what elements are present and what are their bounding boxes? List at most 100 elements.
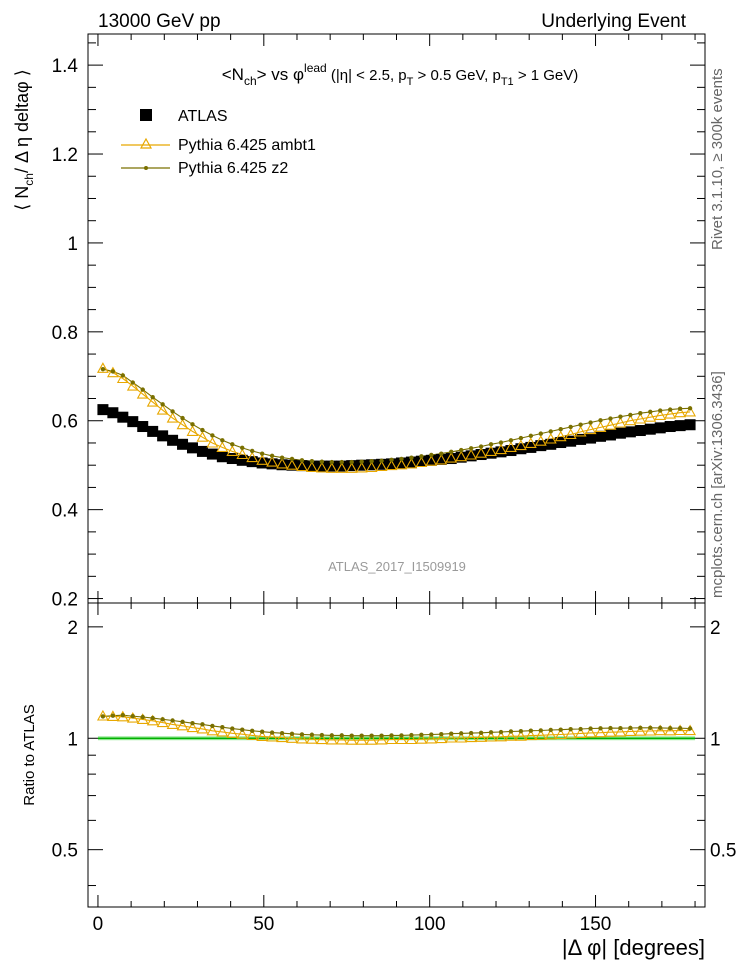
z2-point [419,454,424,459]
z2-point [498,440,504,445]
z2-point [319,459,325,464]
atlas-point [555,437,567,449]
z2-point [588,420,593,425]
ambt1-ratio-point [315,733,328,745]
ambt1-point [186,425,199,436]
ambt1-point [495,443,507,455]
main-y-axis-label: ⟨ Nch/ Δ η deltaφ ⟩ [12,69,36,211]
ambt1-ratio-point [136,713,149,724]
atlas-point [654,422,666,434]
z2-point [508,438,514,443]
ambt1-point [176,418,189,430]
z2-point [210,433,215,438]
atlas-point [545,438,557,450]
atlas-point [286,459,298,471]
atlas-point [614,427,626,439]
ambt1-ratio-point [475,731,488,742]
ratio-panel-frame [87,602,706,908]
ratio-line-ambt1 [102,715,691,741]
ambt1-point [445,451,458,463]
ambt1-point [196,431,209,442]
x-tick-label: 0 [93,914,104,935]
z2-point [299,458,305,463]
z2-point [687,406,693,411]
y-tick-label-ratio: 1 [67,729,78,750]
z2-ratio-point [339,733,344,738]
ambt1-ratio-point [485,730,497,742]
z2-point [399,456,404,462]
atlas-point [236,454,248,466]
ambt1-ratio-point [534,729,547,740]
z2-point [667,407,673,412]
ambt1-point [614,416,627,428]
atlas-point [664,421,676,433]
atlas-point [435,453,447,465]
ambt1-ratio-point [495,730,507,742]
atlas-point [386,458,398,470]
ambt1-ratio-point [664,724,677,736]
z2-ratio-point [528,728,534,733]
atlas-point [356,459,368,471]
ambt1-ratio-point [286,732,298,743]
z2-ratio-point [289,731,295,737]
z2-point [638,410,643,416]
ambt1-ratio-point [156,716,169,728]
z2-ratio-point [458,731,464,736]
ambt1-point [634,412,647,424]
ambt1-point [276,457,289,469]
ambt1-ratio-point [96,709,109,721]
ambt1-ratio-point [584,726,597,738]
z2-ratio-point [309,732,315,737]
ambt1-point [654,409,667,420]
atlas-point [624,426,636,438]
atlas-point [425,454,437,466]
ambt1-point [335,462,348,473]
ambt1-ratio-point [196,722,209,734]
z2-ratio-point [329,733,335,738]
y-tick-label-main: 0.6 [52,412,78,433]
atlas-point [575,433,587,445]
z2-ratio-point [478,730,484,736]
ambt1-ratio-point [355,734,368,745]
z2-point [100,366,106,372]
atlas-point [505,445,517,457]
z2-ratio-point [419,732,424,738]
ambt1-ratio-point [604,726,617,737]
atlas-point [306,460,318,472]
z2-point [200,427,205,433]
z2-point [578,422,583,427]
ambt1-point [166,411,179,423]
ambt1-ratio-point [674,724,687,736]
z2-ratio-point [110,713,116,718]
ambt1-ratio-point [594,726,607,738]
atlas-point [445,453,457,465]
ambt1-ratio-point [554,728,567,740]
atlas-point [107,407,119,419]
ambt1-point [594,421,607,432]
atlas-point [346,460,358,472]
legend-marker-atlas [140,109,152,121]
atlas-point [167,434,179,446]
z2-ratio-point [518,729,524,734]
z2-point [628,412,633,418]
y-tick-label-main: 0.4 [52,501,79,522]
z2-point [389,457,394,463]
z2-ratio-point [369,733,374,738]
ambt1-point [156,403,169,415]
ambt1-point [684,405,697,417]
z2-point [538,431,543,436]
x-tick-label: 100 [414,914,446,935]
ambt1-point [574,425,587,437]
ambt1-ratio-point [166,718,179,729]
ambt1-point [415,456,428,468]
ambt1-point [534,435,547,446]
z2-ratio-point [677,726,683,731]
z2-point [488,442,494,447]
z2-point [359,459,364,464]
z2-point [259,451,265,456]
z2-ratio-point [299,732,305,737]
ambt1-point [455,450,468,462]
atlas-point [137,421,149,433]
ambt1-point [405,457,418,469]
